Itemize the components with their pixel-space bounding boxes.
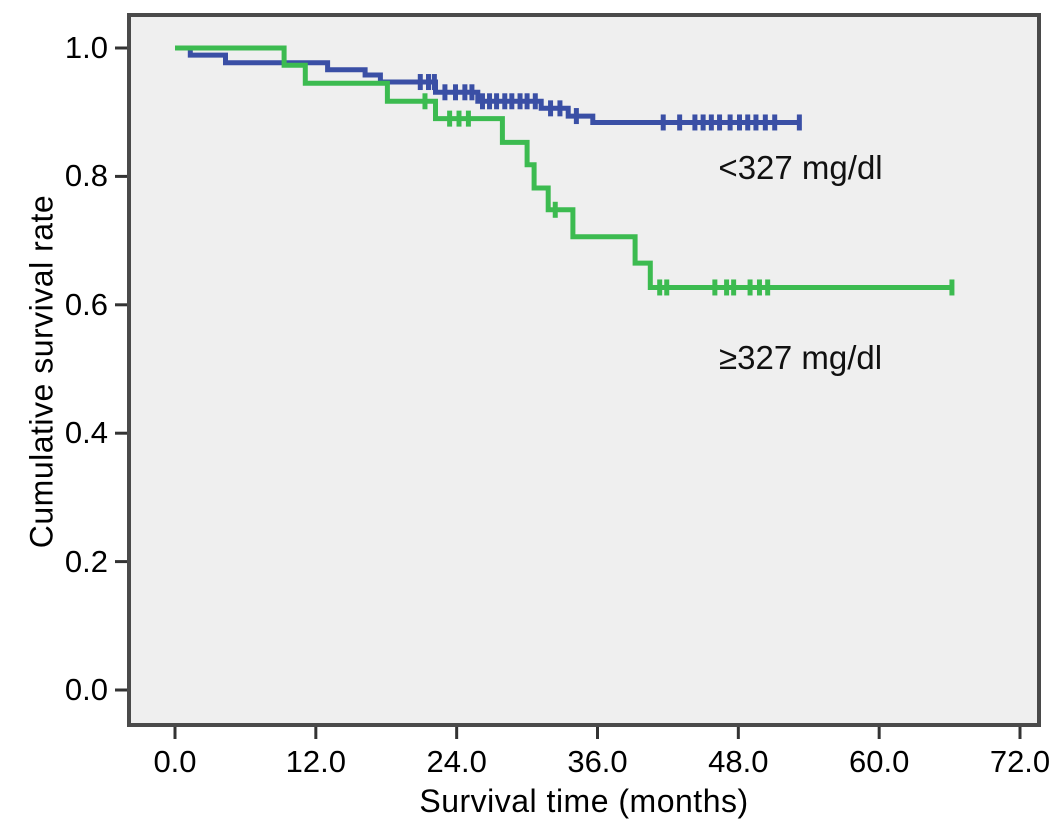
x-tick-label: 36.0 [567, 744, 628, 779]
x-tick-label: 12.0 [285, 744, 346, 779]
x-tick-label: 60.0 [848, 744, 910, 779]
x-tick-label: 24.0 [426, 744, 487, 779]
series-label-annotation: <327 mg/dl [718, 149, 883, 187]
y-tick-label: 0.4 [64, 415, 108, 451]
y-axis-title: Cumulative survival rate [23, 194, 60, 549]
x-tick-label: 48.0 [708, 744, 769, 779]
plot-panel [127, 13, 1041, 727]
y-tick-label: 1.0 [64, 30, 108, 65]
y-tick-label: 0.2 [64, 543, 108, 579]
y-tick-label: 0.0 [64, 672, 108, 707]
survival-curve [175, 45, 952, 290]
x-tick-label: 0.0 [153, 744, 197, 779]
y-tick-label: 0.6 [64, 286, 108, 322]
survival-curve [175, 45, 800, 125]
x-tick-label: 72.0 [989, 744, 1051, 779]
series-label-annotation: ≥327 mg/dl [719, 339, 883, 377]
y-tick-label: 0.8 [64, 158, 108, 194]
x-axis-title: Survival time (months) [419, 783, 749, 819]
